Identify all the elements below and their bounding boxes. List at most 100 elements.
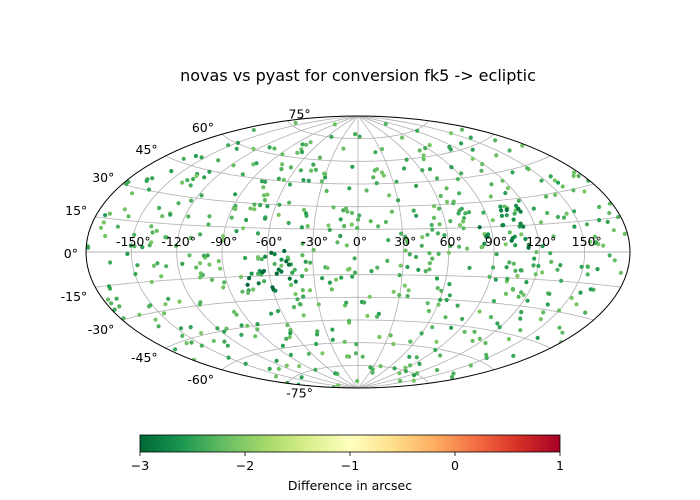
data-point <box>482 241 487 246</box>
data-point <box>477 225 482 230</box>
data-point <box>490 218 495 223</box>
data-point <box>466 210 472 215</box>
data-point <box>299 375 304 380</box>
data-point <box>345 209 350 214</box>
data-point <box>380 147 385 152</box>
data-point <box>477 309 482 314</box>
longitude-tick-label: 150° <box>572 234 602 249</box>
data-point <box>355 225 360 231</box>
data-point <box>300 288 305 293</box>
data-point <box>400 135 405 140</box>
data-point <box>168 212 173 217</box>
data-point <box>434 276 440 281</box>
data-point <box>241 226 246 231</box>
data-point <box>468 135 473 140</box>
data-point <box>472 329 477 334</box>
data-point <box>288 352 293 357</box>
data-point <box>288 328 293 333</box>
data-point <box>427 143 432 148</box>
data-point <box>411 373 417 378</box>
data-point <box>218 266 223 271</box>
data-point <box>300 253 305 258</box>
data-point <box>149 279 154 285</box>
data-point <box>379 170 384 175</box>
data-point <box>507 148 512 153</box>
data-point <box>181 156 186 161</box>
data-point <box>534 250 539 255</box>
data-point <box>622 231 627 236</box>
data-point <box>443 315 448 320</box>
data-point <box>404 157 409 162</box>
data-point <box>413 254 419 260</box>
data-point <box>262 216 268 221</box>
data-point <box>304 142 309 147</box>
data-point <box>256 256 261 261</box>
data-point <box>333 371 338 376</box>
data-point <box>287 335 292 340</box>
data-point <box>198 300 203 305</box>
data-point <box>545 302 550 307</box>
data-point <box>180 261 185 266</box>
data-point <box>243 361 248 366</box>
data-point <box>520 143 525 148</box>
data-point <box>327 227 332 233</box>
data-point <box>451 371 456 376</box>
data-point <box>188 325 193 330</box>
data-point <box>434 176 440 181</box>
data-point <box>267 366 272 371</box>
latitude-tick-label: -15° <box>61 289 88 304</box>
data-point <box>437 222 442 227</box>
data-point <box>206 222 211 227</box>
data-point <box>174 243 179 248</box>
data-point <box>501 223 506 228</box>
data-point <box>420 168 425 173</box>
data-point <box>307 288 313 293</box>
data-point <box>151 263 156 268</box>
data-point <box>291 305 297 310</box>
data-point <box>305 224 310 229</box>
sky-map: -150° -120° -90° -60° -30° 0° 30° 60° 90° 120° 150… <box>61 107 631 400</box>
data-point <box>402 283 407 288</box>
data-point <box>360 354 365 359</box>
data-point <box>505 186 511 191</box>
data-point <box>331 205 336 210</box>
data-point <box>506 337 511 342</box>
data-point <box>491 299 496 304</box>
data-point <box>557 325 562 330</box>
parallel-line <box>122 183 594 208</box>
data-point <box>353 351 358 356</box>
data-point <box>256 281 261 286</box>
data-point <box>419 243 424 248</box>
data-point <box>403 234 408 239</box>
data-point <box>571 173 576 179</box>
data-point <box>574 302 579 307</box>
data-point <box>538 220 544 225</box>
colorbar-tick-label: −3 <box>131 458 149 473</box>
data-point <box>339 275 344 280</box>
data-point <box>571 170 577 175</box>
data-point <box>313 367 318 372</box>
data-point <box>270 285 275 290</box>
data-point <box>303 259 308 264</box>
data-point <box>403 369 408 374</box>
data-point <box>403 248 408 253</box>
data-point <box>280 343 285 348</box>
data-point <box>150 230 155 235</box>
data-point <box>288 165 293 170</box>
data-point <box>146 304 152 309</box>
data-point <box>540 244 545 249</box>
data-point <box>301 207 307 212</box>
data-point <box>523 236 528 242</box>
data-point <box>525 166 530 171</box>
data-point <box>210 277 215 282</box>
data-point <box>324 188 329 194</box>
data-point <box>414 355 419 360</box>
data-point <box>306 351 311 356</box>
data-point <box>444 199 450 204</box>
data-point <box>531 263 536 268</box>
data-point <box>276 176 281 181</box>
data-point <box>605 219 610 224</box>
data-point <box>460 316 465 322</box>
data-point <box>407 354 412 359</box>
colorbar-tick-label: −1 <box>341 458 359 473</box>
